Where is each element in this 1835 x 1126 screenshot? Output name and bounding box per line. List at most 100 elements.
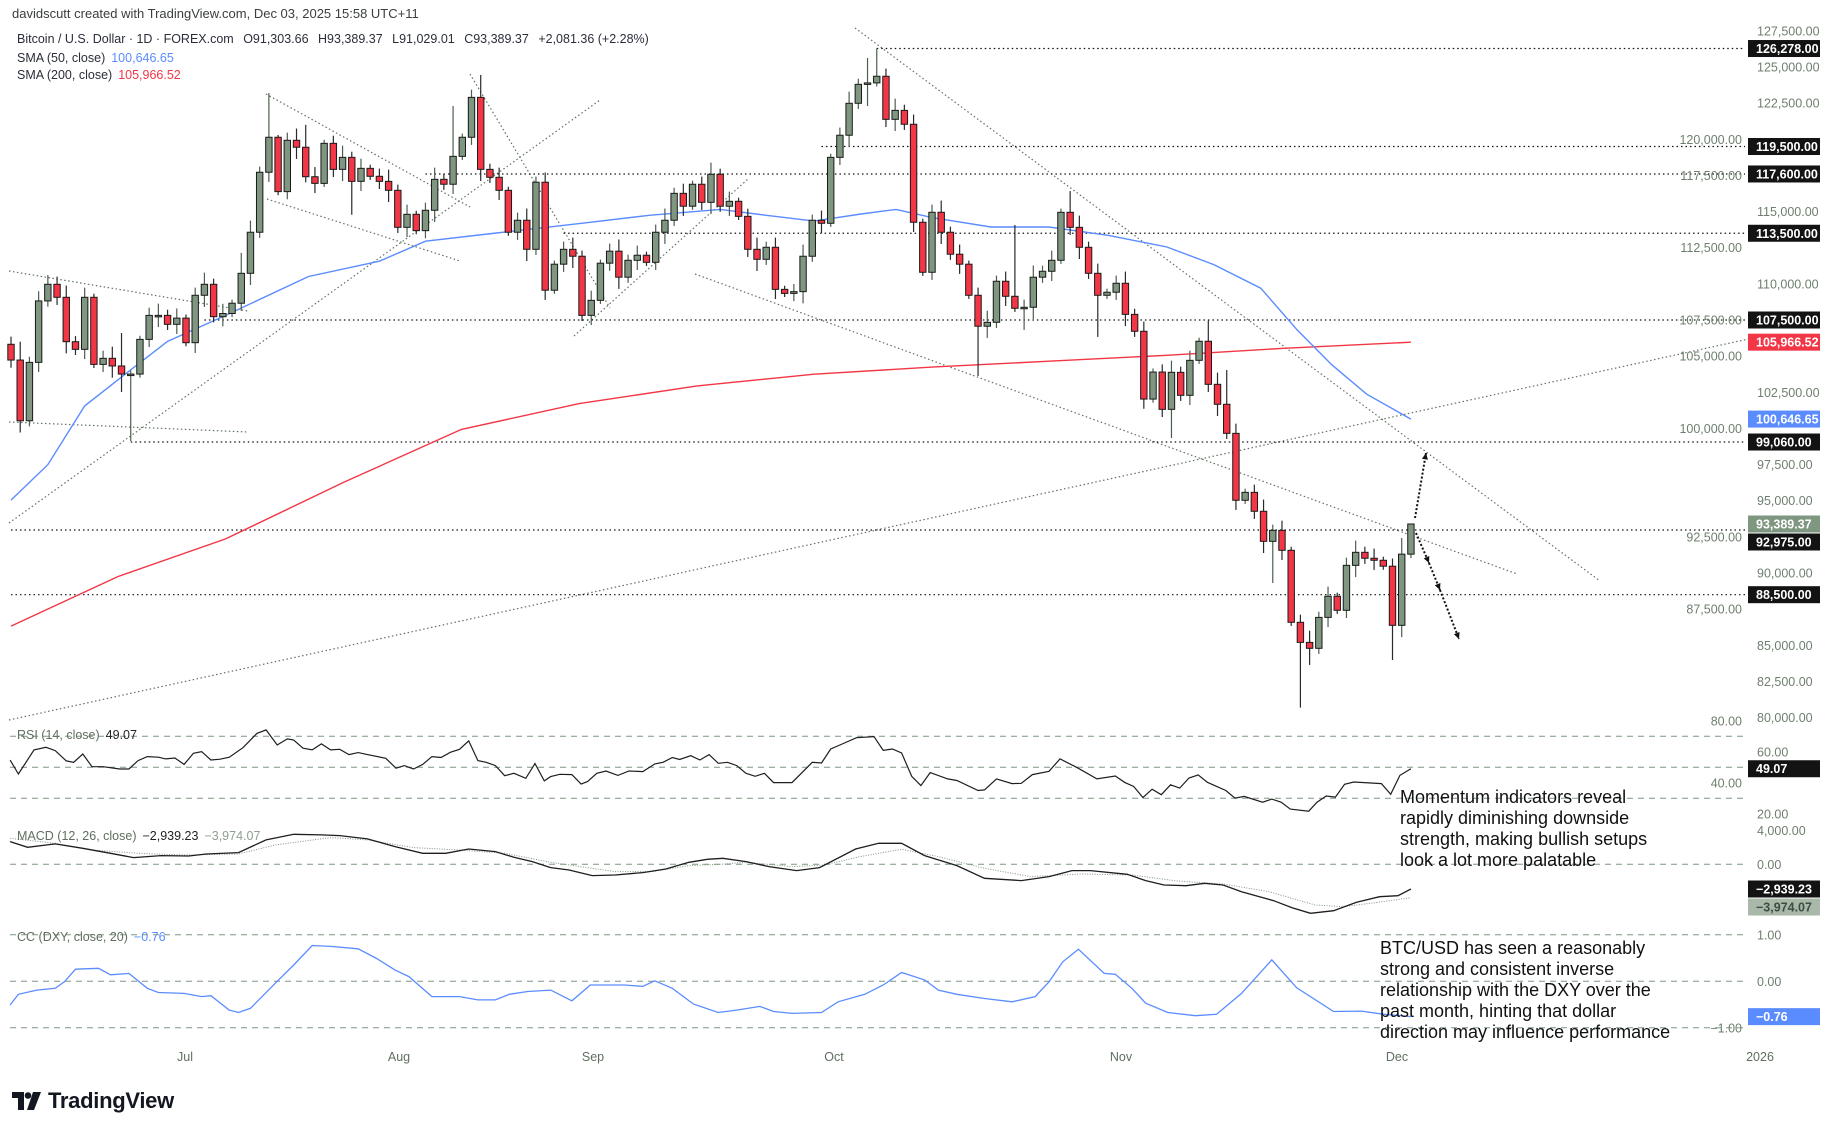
- symbol-name[interactable]: Bitcoin / U.S. Dollar · 1D · FOREX.com: [17, 32, 234, 46]
- candle-down[interactable]: [900, 109, 909, 125]
- candle-up[interactable]: [1103, 291, 1111, 296]
- candle-down[interactable]: [734, 200, 743, 217]
- candle-down[interactable]: [965, 263, 973, 296]
- candle-down[interactable]: [1176, 371, 1185, 396]
- trendline-drawing[interactable]: [469, 73, 611, 309]
- candle-down[interactable]: [1158, 371, 1166, 410]
- candle-up[interactable]: [173, 317, 181, 325]
- macd-legend[interactable]: MACD (12, 26, close) −2,939.23 −3,974.07: [17, 829, 260, 843]
- candle-up[interactable]: [1038, 270, 1047, 278]
- candle-up[interactable]: [357, 167, 365, 182]
- scenario-arrow[interactable]: [1439, 589, 1460, 640]
- candle-up[interactable]: [44, 283, 52, 302]
- candle-up[interactable]: [854, 83, 863, 104]
- candle-up[interactable]: [513, 219, 522, 233]
- trendline-drawing[interactable]: [573, 178, 749, 337]
- candle-down[interactable]: [375, 175, 384, 182]
- candle-up[interactable]: [458, 136, 466, 157]
- candle-up[interactable]: [661, 219, 669, 233]
- candle-down[interactable]: [1333, 595, 1341, 611]
- candle-down[interactable]: [486, 168, 494, 178]
- candle-up[interactable]: [99, 357, 107, 365]
- candle-down[interactable]: [1223, 403, 1231, 434]
- candle-up[interactable]: [836, 134, 844, 158]
- candle-down[interactable]: [477, 96, 485, 170]
- candle-down[interactable]: [348, 156, 356, 182]
- candle-down[interactable]: [16, 359, 24, 422]
- candle-up[interactable]: [237, 272, 245, 304]
- candle-up[interactable]: [762, 246, 770, 260]
- candle-down[interactable]: [817, 219, 826, 224]
- candle-up[interactable]: [808, 219, 816, 257]
- candle-up[interactable]: [596, 262, 605, 301]
- sma200-legend[interactable]: SMA (200, close) 105,966.52: [17, 68, 187, 82]
- candle-down[interactable]: [909, 123, 918, 223]
- candle-up[interactable]: [283, 139, 292, 193]
- candle-up[interactable]: [1351, 551, 1360, 566]
- candle-up[interactable]: [605, 250, 614, 264]
- candle-up[interactable]: [421, 209, 430, 232]
- candle-down[interactable]: [7, 343, 15, 361]
- candle-down[interactable]: [1130, 313, 1139, 332]
- candle-down[interactable]: [394, 189, 402, 228]
- candle-up[interactable]: [449, 155, 457, 185]
- candle-down[interactable]: [1204, 340, 1212, 385]
- candle-down[interactable]: [919, 221, 927, 273]
- candle-down[interactable]: [1232, 432, 1240, 501]
- candle-down[interactable]: [523, 219, 531, 250]
- candle-up[interactable]: [670, 192, 678, 221]
- candle-down[interactable]: [302, 146, 310, 178]
- candle-up[interactable]: [845, 102, 853, 136]
- trendline-drawing[interactable]: [8, 99, 601, 524]
- candle-up[interactable]: [1342, 564, 1351, 611]
- candle-up[interactable]: [652, 231, 660, 263]
- candle-up[interactable]: [255, 171, 264, 233]
- trendline-drawing[interactable]: [8, 270, 249, 312]
- candle-down[interactable]: [1121, 282, 1130, 315]
- candle-down[interactable]: [744, 215, 752, 250]
- candle-up[interactable]: [1020, 306, 1028, 310]
- candle-up[interactable]: [219, 312, 227, 318]
- candle-down[interactable]: [1259, 510, 1268, 542]
- candle-up[interactable]: [338, 156, 347, 170]
- candle-down[interactable]: [1011, 295, 1019, 309]
- candle-down[interactable]: [71, 341, 80, 350]
- trendline-drawing[interactable]: [266, 198, 461, 262]
- candle-down[interactable]: [1094, 272, 1102, 296]
- cc-legend[interactable]: CC (DXY, close, 20) −0.76: [17, 930, 166, 944]
- candle-down[interactable]: [780, 288, 789, 294]
- candle-up[interactable]: [863, 82, 872, 85]
- candle-up[interactable]: [430, 178, 439, 211]
- candle-up[interactable]: [200, 283, 209, 296]
- candle-up[interactable]: [246, 231, 255, 274]
- candle-down[interactable]: [716, 173, 724, 207]
- sma50-legend[interactable]: SMA (50, close) 100,646.65: [17, 51, 180, 65]
- candle-up[interactable]: [992, 280, 1001, 323]
- candle-down[interactable]: [882, 75, 890, 120]
- candle-down[interactable]: [698, 183, 706, 203]
- candle-up[interactable]: [25, 361, 34, 422]
- candle-down[interactable]: [182, 317, 190, 344]
- candle-down[interactable]: [679, 192, 688, 207]
- candle-up[interactable]: [1167, 371, 1176, 410]
- candle-down[interactable]: [1388, 565, 1397, 626]
- candle-up[interactable]: [1048, 259, 1056, 272]
- candle-up[interactable]: [1269, 529, 1277, 542]
- candle-up[interactable]: [891, 109, 899, 120]
- candle-up[interactable]: [624, 259, 632, 278]
- trendline-drawing[interactable]: [694, 273, 1518, 575]
- candle-down[interactable]: [292, 139, 301, 148]
- candle-down[interactable]: [384, 180, 393, 191]
- candle-down[interactable]: [1140, 330, 1148, 400]
- candle-down[interactable]: [615, 250, 623, 278]
- candle-down[interactable]: [412, 213, 420, 232]
- candle-up[interactable]: [1241, 491, 1249, 501]
- candle-down[interactable]: [578, 255, 586, 316]
- candle-down[interactable]: [946, 231, 955, 255]
- candle-up[interactable]: [34, 300, 43, 363]
- candle-up[interactable]: [559, 248, 568, 265]
- candle-down[interactable]: [53, 283, 61, 298]
- candle-up[interactable]: [1195, 340, 1203, 361]
- candle-down[interactable]: [440, 178, 448, 185]
